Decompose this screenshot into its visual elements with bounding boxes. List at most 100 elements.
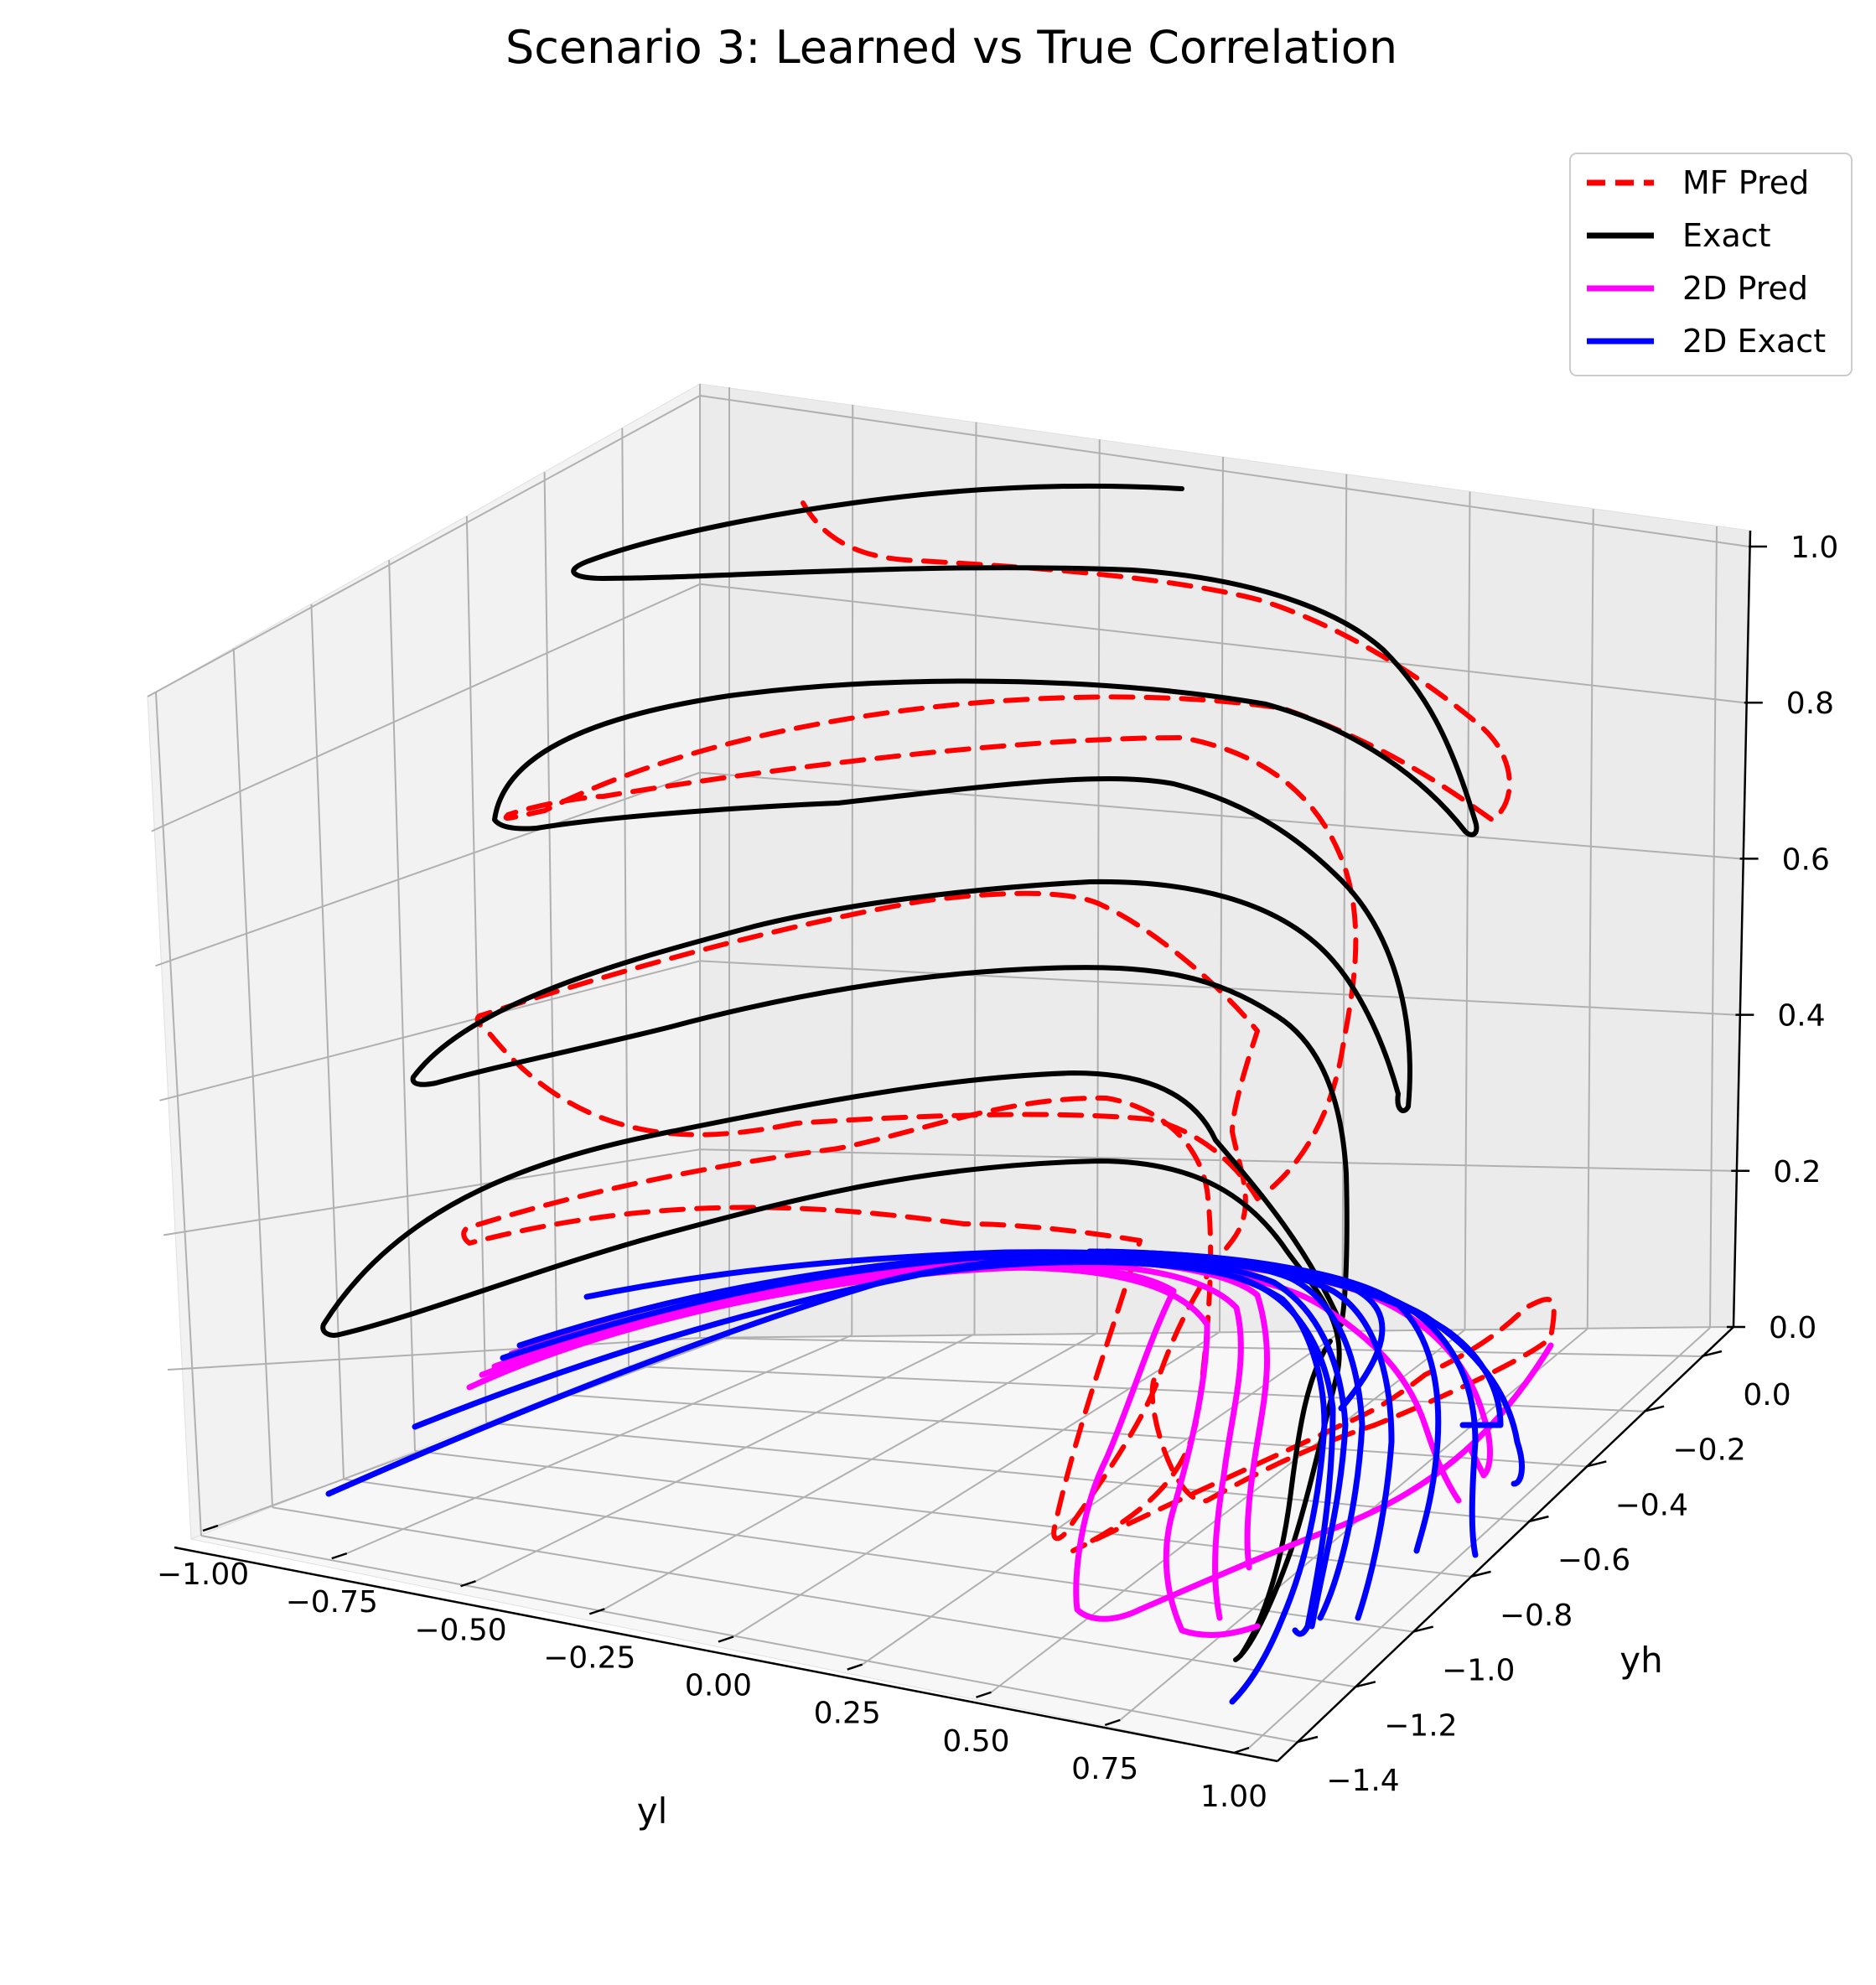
y-grid-line-floor: [343, 1478, 1413, 1633]
x-tick-mark: [460, 1580, 476, 1588]
z-axis-spine: [1732, 530, 1752, 1328]
y-grid-line-wall: [543, 472, 558, 1395]
mf-pred-curve: [503, 500, 1512, 1201]
x-tick-label: 0.75: [1071, 1752, 1138, 1786]
x-tick-mark: [718, 1635, 734, 1643]
z-tick-label: 0.2: [1773, 1155, 1821, 1189]
x-tick-mark: [1233, 1746, 1250, 1754]
grid-lines: [147, 384, 1749, 1749]
y-grid-line-wall: [155, 692, 202, 1537]
x-tick-label: −1.00: [157, 1557, 249, 1592]
z-grid-line-side: [167, 1337, 701, 1371]
z-grid-line-side: [159, 960, 701, 1101]
2d-exact-curve: [500, 1252, 1349, 1630]
y-grid-line-floor: [557, 1393, 1587, 1468]
x-grid-line-floor: [604, 1332, 1098, 1610]
x-grid-line-wall: [1586, 509, 1594, 1329]
legend-box: [1569, 153, 1853, 376]
x-axis-label: yl: [637, 1791, 668, 1832]
y-grid-line-floor: [699, 1337, 1702, 1357]
x-tick-label: −0.50: [414, 1613, 506, 1647]
y-grid-line-floor: [272, 1506, 1356, 1688]
series-exact: [320, 483, 1480, 1662]
y-tick-label: −0.6: [1557, 1543, 1630, 1578]
y-tick-label: −0.2: [1672, 1433, 1745, 1468]
y-tick-mark: [1412, 1625, 1434, 1633]
tick-labels: −1.00−0.75−0.50−0.250.000.250.500.751.00…: [157, 531, 1838, 1814]
y-tick-label: −0.4: [1615, 1488, 1688, 1522]
2d-exact-curve: [412, 1258, 1336, 1637]
y-tick-mark: [1355, 1681, 1376, 1688]
legend: MF Pred Exact 2D Pred 2D Exact: [1569, 153, 1853, 376]
x-tick-mark: [331, 1552, 348, 1560]
y-axis-spine: [1277, 1326, 1734, 1762]
z-grid-line-back: [699, 1148, 1732, 1172]
y-grid-line-wall: [465, 516, 487, 1423]
x-grid-line-floor: [475, 1333, 975, 1583]
y-axis-label: yh: [1619, 1640, 1662, 1681]
x-grid-line-floor: [1248, 1327, 1711, 1749]
z-tick-label: 0.0: [1769, 1311, 1816, 1345]
legend-label: 2D Exact: [1682, 323, 1826, 360]
y-tick-mark: [1643, 1405, 1665, 1412]
2d-exact-curve: [1137, 1252, 1504, 1428]
x-grid-line-wall: [1096, 439, 1101, 1334]
axis-lines: [174, 530, 1767, 1763]
exact-curve: [320, 965, 1350, 1662]
z-grid-line-back: [699, 395, 1749, 547]
legend-label: Exact: [1682, 217, 1771, 254]
z-tick-label: 0.8: [1786, 687, 1834, 721]
z-grid-line-side: [155, 771, 701, 967]
series-2d-exact: [325, 1248, 1525, 1705]
z-tick-label: 0.4: [1777, 999, 1825, 1034]
y-tick-label: −1.2: [1384, 1708, 1457, 1743]
z-grid-line-side: [147, 395, 701, 697]
axes-panes: [147, 383, 1751, 1762]
z-grid-line-side: [151, 583, 701, 832]
mf-pred-curve: [474, 890, 1260, 1542]
y-grid-line-wall: [621, 428, 630, 1366]
x-tick-mark: [1104, 1718, 1121, 1727]
x-grid-line-floor: [1119, 1328, 1588, 1721]
x-tick-mark: [588, 1608, 605, 1615]
exact-curve: [1238, 1339, 1333, 1658]
y-tick-mark: [1585, 1460, 1607, 1468]
y-tick-label: −1.4: [1326, 1764, 1399, 1798]
z-grid-line-side: [163, 1148, 701, 1236]
y-grid-line-wall: [388, 560, 416, 1451]
y-tick-mark: [1470, 1570, 1491, 1578]
legend-label: 2D Pred: [1682, 270, 1808, 307]
chart-title: Scenario 3: Learned vs True Correlation: [505, 21, 1397, 74]
x-tick-mark: [202, 1524, 219, 1532]
y-tick-label: −0.8: [1500, 1599, 1573, 1633]
x-grid-line-floor: [862, 1329, 1343, 1666]
2d-pred-curve: [479, 1264, 1261, 1638]
y-grid-line-floor: [414, 1449, 1471, 1578]
x-tick-mark: [976, 1691, 992, 1698]
y-tick-mark: [1297, 1735, 1319, 1744]
z-grid-line-back: [699, 583, 1744, 704]
z-grid-line-back: [699, 1326, 1728, 1339]
y-tick-mark: [1528, 1515, 1549, 1523]
x-grid-line-wall: [1709, 526, 1718, 1329]
x-tick-label: 1.00: [1200, 1780, 1267, 1814]
x-axis-spine: [174, 1546, 1278, 1763]
x-grid-line-wall: [1341, 474, 1348, 1331]
x-tick-label: 0.25: [814, 1697, 881, 1731]
x-tick-label: 0.50: [942, 1724, 1009, 1759]
x-grid-line-wall: [1464, 491, 1471, 1330]
z-tick-label: 1.0: [1790, 531, 1838, 565]
x-tick-label: −0.75: [286, 1585, 378, 1620]
exact-curve: [410, 483, 1480, 1113]
z-tick-label: 0.6: [1782, 842, 1830, 877]
x-tick-mark: [847, 1663, 863, 1671]
legend-label: MF Pred: [1682, 164, 1809, 201]
y-grid-line-floor: [200, 1535, 1298, 1743]
x-tick-label: −0.25: [543, 1640, 635, 1675]
y-tick-label: −1.0: [1442, 1654, 1515, 1688]
2d-pred-curve: [491, 1260, 1244, 1621]
z-grid-line-back: [699, 771, 1740, 860]
y-tick-label: 0.0: [1743, 1378, 1790, 1412]
x-tick-label: 0.00: [685, 1669, 752, 1703]
